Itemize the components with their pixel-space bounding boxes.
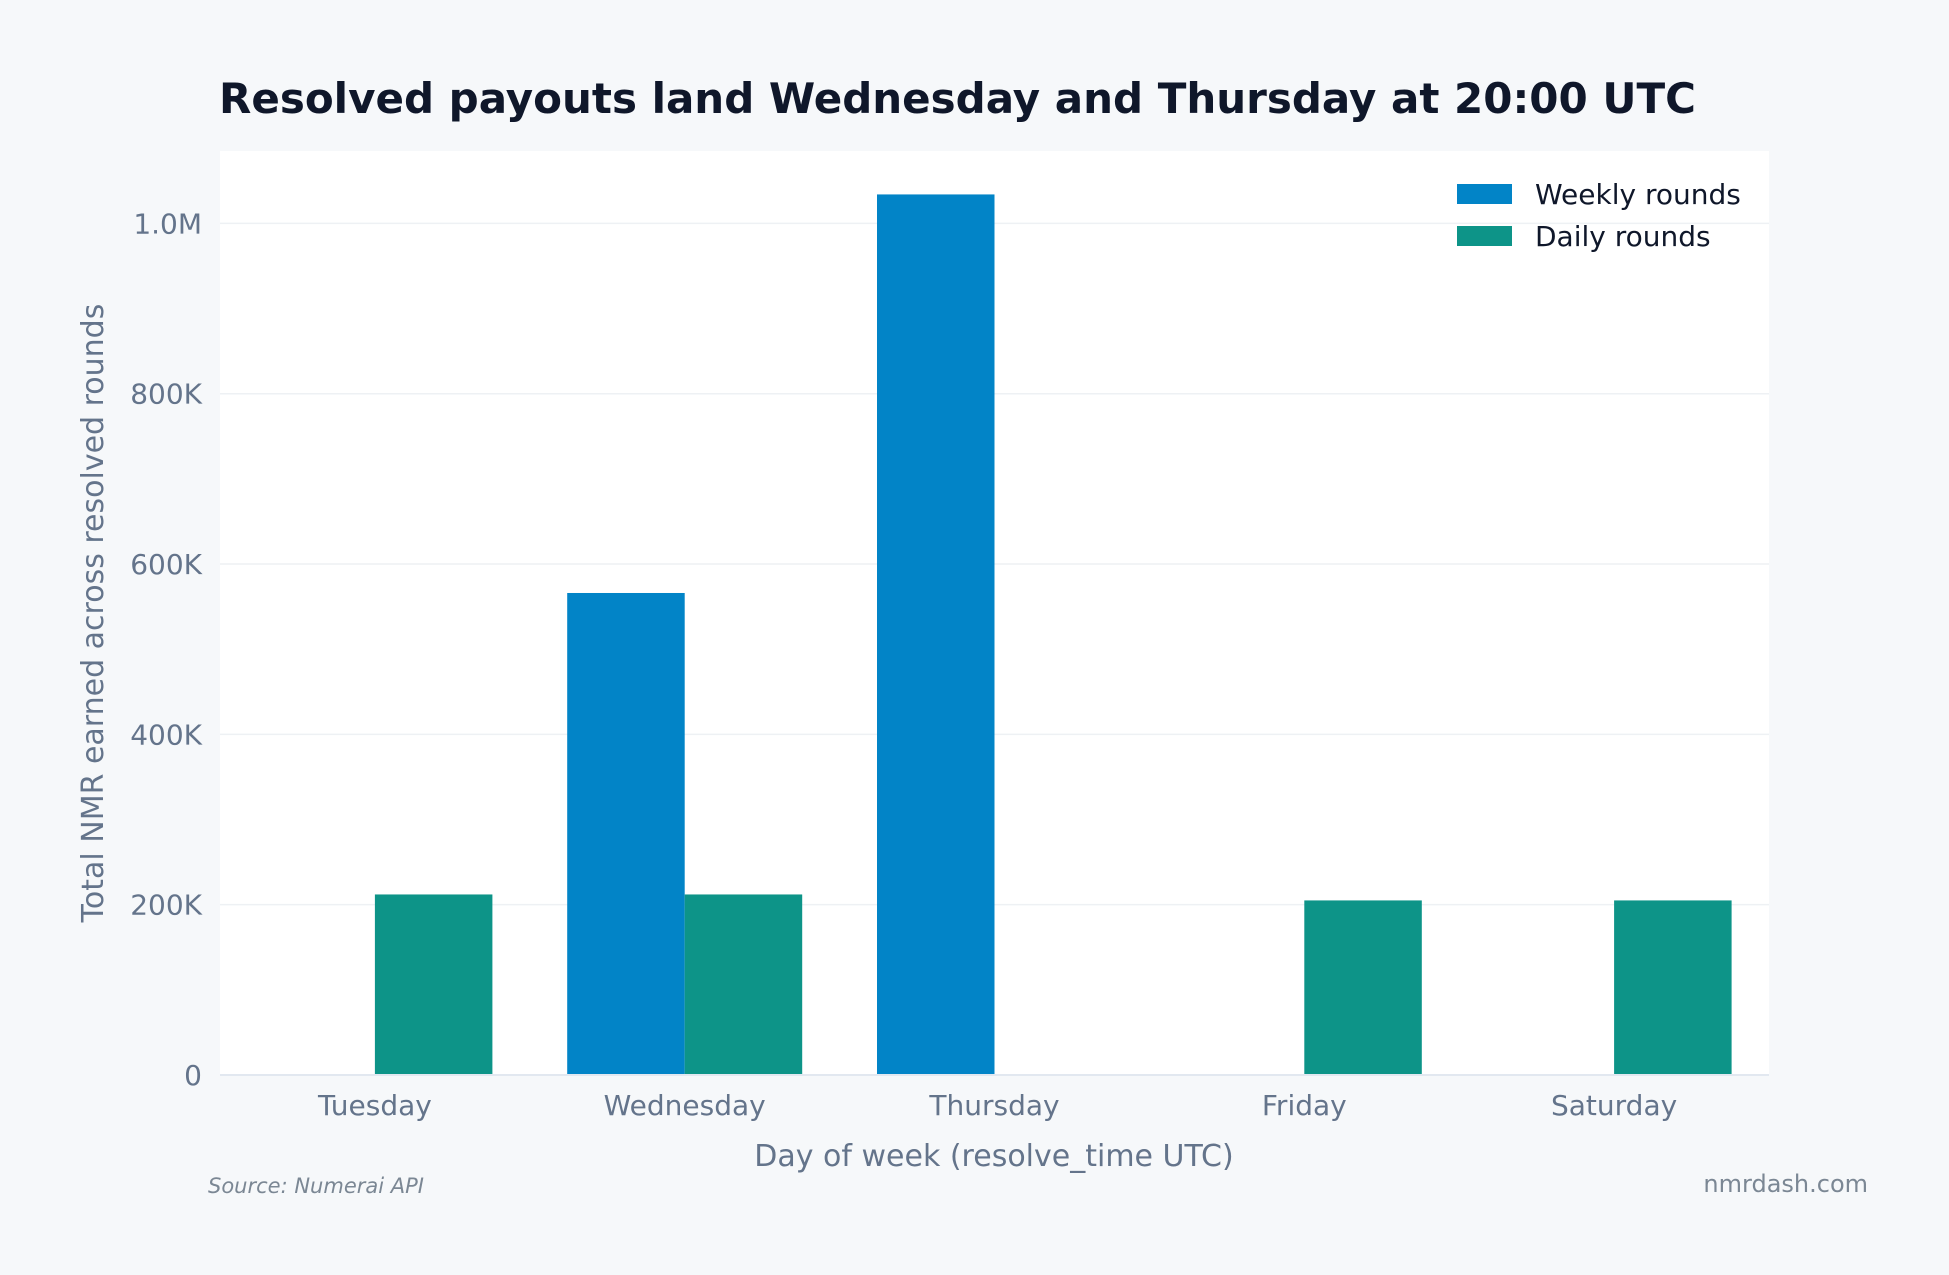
y-tick-label: 600K bbox=[130, 548, 202, 581]
x-tick-label: Friday bbox=[1262, 1089, 1347, 1122]
x-axis-ticks: Tuesday Wednesday Thursday Friday Saturday bbox=[317, 1089, 1677, 1122]
x-tick-label: Wednesday bbox=[604, 1089, 766, 1122]
x-axis-label: Day of week (resolve_time UTC) bbox=[754, 1139, 1233, 1174]
chart-title: Resolved payouts land Wednesday and Thur… bbox=[219, 74, 1696, 123]
y-tick-label: 200K bbox=[130, 889, 202, 922]
source-note: Source: Numerai API bbox=[208, 1174, 424, 1198]
bar-weekly-wednesday bbox=[567, 592, 685, 1075]
legend-label: Daily rounds bbox=[1535, 220, 1711, 253]
bar-daily-saturday bbox=[1614, 900, 1732, 1075]
bar-daily-wednesday bbox=[684, 894, 803, 1075]
brand-watermark: nmrdash.com bbox=[1703, 1170, 1868, 1198]
x-tick-label: Saturday bbox=[1551, 1089, 1677, 1122]
legend: Weekly rounds Daily rounds bbox=[1457, 178, 1741, 253]
y-axis-label: Total NMR earned across resolved rounds bbox=[76, 304, 111, 924]
bar-daily-friday bbox=[1304, 900, 1422, 1075]
legend-swatch bbox=[1457, 226, 1512, 246]
y-axis-ticks: 0 200K 400K 600K 800K 1.0M bbox=[130, 207, 202, 1092]
legend-swatch bbox=[1457, 184, 1512, 204]
y-tick-label: 1.0M bbox=[133, 207, 202, 240]
bar-weekly-thursday bbox=[877, 194, 995, 1075]
bars bbox=[374, 194, 1732, 1076]
y-tick-label: 800K bbox=[130, 378, 202, 411]
legend-label: Weekly rounds bbox=[1535, 178, 1741, 211]
y-tick-label: 0 bbox=[184, 1059, 202, 1092]
x-tick-label: Tuesday bbox=[317, 1089, 432, 1122]
y-tick-label: 400K bbox=[130, 718, 202, 751]
x-tick-label: Thursday bbox=[928, 1089, 1059, 1122]
bar-daily-tuesday bbox=[374, 894, 493, 1075]
